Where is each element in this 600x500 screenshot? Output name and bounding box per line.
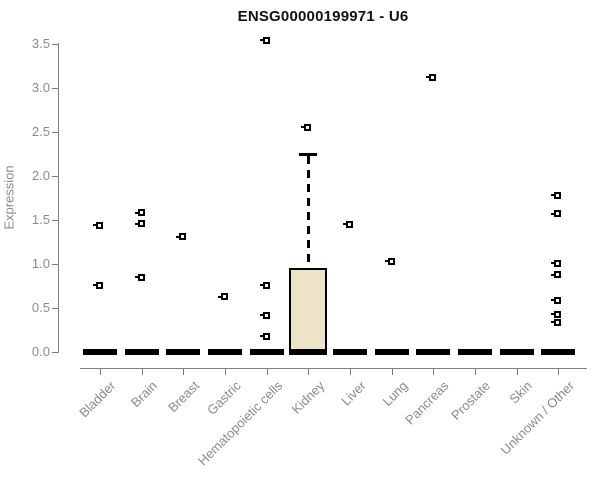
x-axis-tick-label: Unknown / Other [497, 378, 577, 458]
y-axis-tick [52, 131, 58, 133]
x-axis-tick [391, 369, 393, 375]
median-line [541, 349, 576, 356]
data-point [301, 123, 312, 131]
y-axis-label: Expression [1, 165, 17, 230]
box-iqr [289, 267, 328, 353]
median-line [332, 349, 367, 356]
data-point [134, 220, 145, 228]
y-axis-tick [52, 220, 58, 221]
median-line [457, 349, 492, 356]
data-point [259, 311, 270, 319]
y-axis-tick-label: 0.0 [31, 344, 50, 360]
x-axis-tick [349, 369, 351, 375]
data-point [259, 281, 270, 289]
y-axis-tick-label: 2.0 [31, 167, 50, 183]
x-axis-tick-label: Gastric [203, 378, 244, 418]
median-line [166, 349, 201, 356]
x-axis-tick [558, 369, 560, 375]
data-point [176, 233, 187, 241]
x-axis-line [80, 368, 587, 369]
data-point [259, 332, 270, 340]
median-line [289, 349, 328, 356]
data-point [93, 221, 103, 229]
data-point [551, 310, 562, 318]
x-axis-tick [308, 369, 310, 375]
median-line [374, 349, 409, 356]
median-line [207, 349, 242, 356]
y-axis-tick [52, 264, 58, 266]
median-line [83, 349, 117, 356]
x-axis-tick-label: Breast [164, 378, 202, 416]
data-point [259, 36, 270, 44]
y-axis-tick [52, 43, 58, 45]
y-axis-tick [52, 87, 58, 89]
median-line [124, 349, 159, 356]
data-point [93, 281, 103, 289]
data-point [134, 273, 145, 281]
y-axis-tick [52, 175, 58, 177]
x-axis-tick [141, 369, 143, 375]
median-line [249, 349, 284, 356]
y-axis-tick [52, 308, 58, 310]
x-axis-tick [266, 369, 268, 375]
data-point [342, 220, 353, 228]
x-axis-tick-label: Prostate [448, 378, 494, 423]
data-point [217, 293, 228, 301]
median-line [499, 349, 534, 356]
y-axis-tick-label: 1.5 [31, 212, 50, 227]
y-axis-tick-label: 1.0 [31, 256, 50, 272]
data-point [384, 257, 395, 265]
x-axis-tick [474, 369, 476, 375]
y-axis-tick-label: 2.5 [31, 123, 50, 139]
chart-title: ENSG00000199971 - U6 [237, 8, 409, 25]
data-point [551, 271, 562, 279]
data-point [551, 259, 562, 267]
median-line [416, 349, 451, 356]
whisker-cap [299, 152, 318, 156]
x-axis-tick [224, 369, 226, 375]
x-axis-tick-label: Brain [128, 378, 161, 411]
x-axis-tick-label: Liver [337, 378, 369, 409]
data-point [551, 210, 562, 218]
y-axis-tick-label: 3.5 [31, 35, 50, 51]
data-point [551, 191, 562, 199]
x-axis-tick-label: Lung [379, 378, 411, 410]
x-axis-tick [183, 369, 185, 375]
x-axis-tick [433, 369, 435, 375]
data-point [551, 296, 562, 304]
y-axis-tick-label: 0.5 [31, 300, 50, 316]
x-axis-tick [516, 369, 518, 375]
data-point [426, 73, 437, 81]
x-axis-tick [100, 369, 101, 375]
x-axis-tick-label: Skin [506, 378, 536, 407]
data-point [551, 318, 562, 326]
x-axis-tick-label: Pancreas [402, 378, 452, 428]
y-axis-tick-label: 3.0 [31, 79, 50, 95]
data-point [134, 209, 145, 217]
y-axis-tick [52, 352, 58, 354]
x-axis-tick-label: Kidney [288, 378, 327, 417]
whisker-line [306, 155, 310, 268]
y-axis-line [58, 43, 59, 354]
x-axis-tick-label: Bladder [76, 378, 119, 421]
